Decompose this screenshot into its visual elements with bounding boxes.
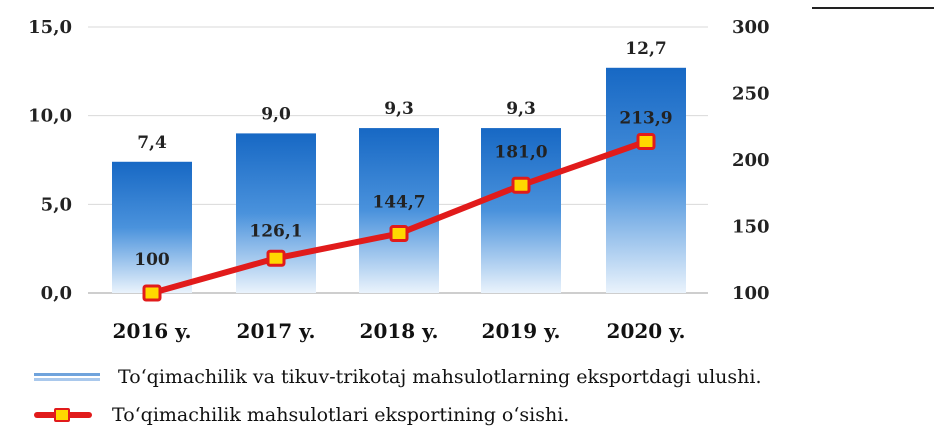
header-rule <box>812 7 934 9</box>
left-axis-tick-label: 15,0 <box>28 17 72 38</box>
bar-value-label: 12,7 <box>625 39 666 59</box>
x-axis-tick-label: 2019 y. <box>482 319 561 343</box>
left-axis-tick-label: 5,0 <box>41 194 72 215</box>
line-value-label: 100 <box>134 250 170 270</box>
combo-chart: 7,4 9,0 9,3 9,3 12,7 100 126,1 144,7 181,0 213,9… <box>28 17 770 343</box>
right-axis-tick-label: 150 <box>732 217 770 238</box>
left-axis-tick-label: 10,0 <box>28 106 72 127</box>
line-value-labels: 100 126,1 144,7 181,0 213,9 <box>134 109 672 270</box>
x-axis-tick-label: 2020 y. <box>607 319 686 343</box>
right-axis-tick-label: 300 <box>732 17 770 38</box>
line-point <box>636 133 656 151</box>
line-legend-swatch <box>34 407 92 423</box>
right-axis-tick-label: 250 <box>732 84 770 105</box>
line-point <box>266 249 286 267</box>
bar-value-labels: 7,4 9,0 9,3 9,3 12,7 <box>137 39 666 153</box>
bar <box>481 128 561 293</box>
bar-value-label: 9,0 <box>261 104 291 124</box>
legend-label-bars: To‘qimachilik va tikuv-trikotaj mahsulot… <box>118 366 762 388</box>
right-axis-tick-label: 200 <box>732 150 770 171</box>
left-axis-tick-label: 0,0 <box>41 283 72 304</box>
bar-legend-swatch <box>34 371 100 383</box>
x-axis-tick-label: 2017 y. <box>237 319 316 343</box>
bar <box>359 128 439 293</box>
bar-value-label: 7,4 <box>137 133 167 153</box>
line-value-label: 213,9 <box>619 109 672 129</box>
legend-item-line: To‘qimachilik mahsulotlari eksportining … <box>34 404 569 426</box>
bar-value-label: 9,3 <box>506 99 536 119</box>
line-series <box>142 133 656 302</box>
legend-label-line: To‘qimachilik mahsulotlari eksportining … <box>112 404 570 426</box>
line-point <box>142 284 162 302</box>
right-axis-ticks: 100 150 200 250 300 <box>732 17 770 304</box>
x-axis-labels: 2016 y. 2017 y. 2018 y. 2019 y. 2020 y. <box>113 319 686 343</box>
bar <box>606 67 686 293</box>
x-axis-tick-label: 2016 y. <box>113 319 192 343</box>
line-value-label: 126,1 <box>249 221 302 241</box>
x-axis-tick-label: 2018 y. <box>360 319 439 343</box>
bar <box>112 161 192 293</box>
line-value-label: 144,7 <box>372 193 425 213</box>
line-value-label: 181,0 <box>494 142 547 162</box>
line-point <box>511 176 531 194</box>
left-axis-ticks: 0,0 5,0 10,0 15,0 <box>28 17 72 304</box>
bar-value-label: 9,3 <box>384 99 414 119</box>
right-axis-tick-label: 100 <box>732 283 770 304</box>
legend-item-bars: To‘qimachilik va tikuv-trikotaj mahsulot… <box>34 366 762 388</box>
line-point <box>389 225 409 243</box>
